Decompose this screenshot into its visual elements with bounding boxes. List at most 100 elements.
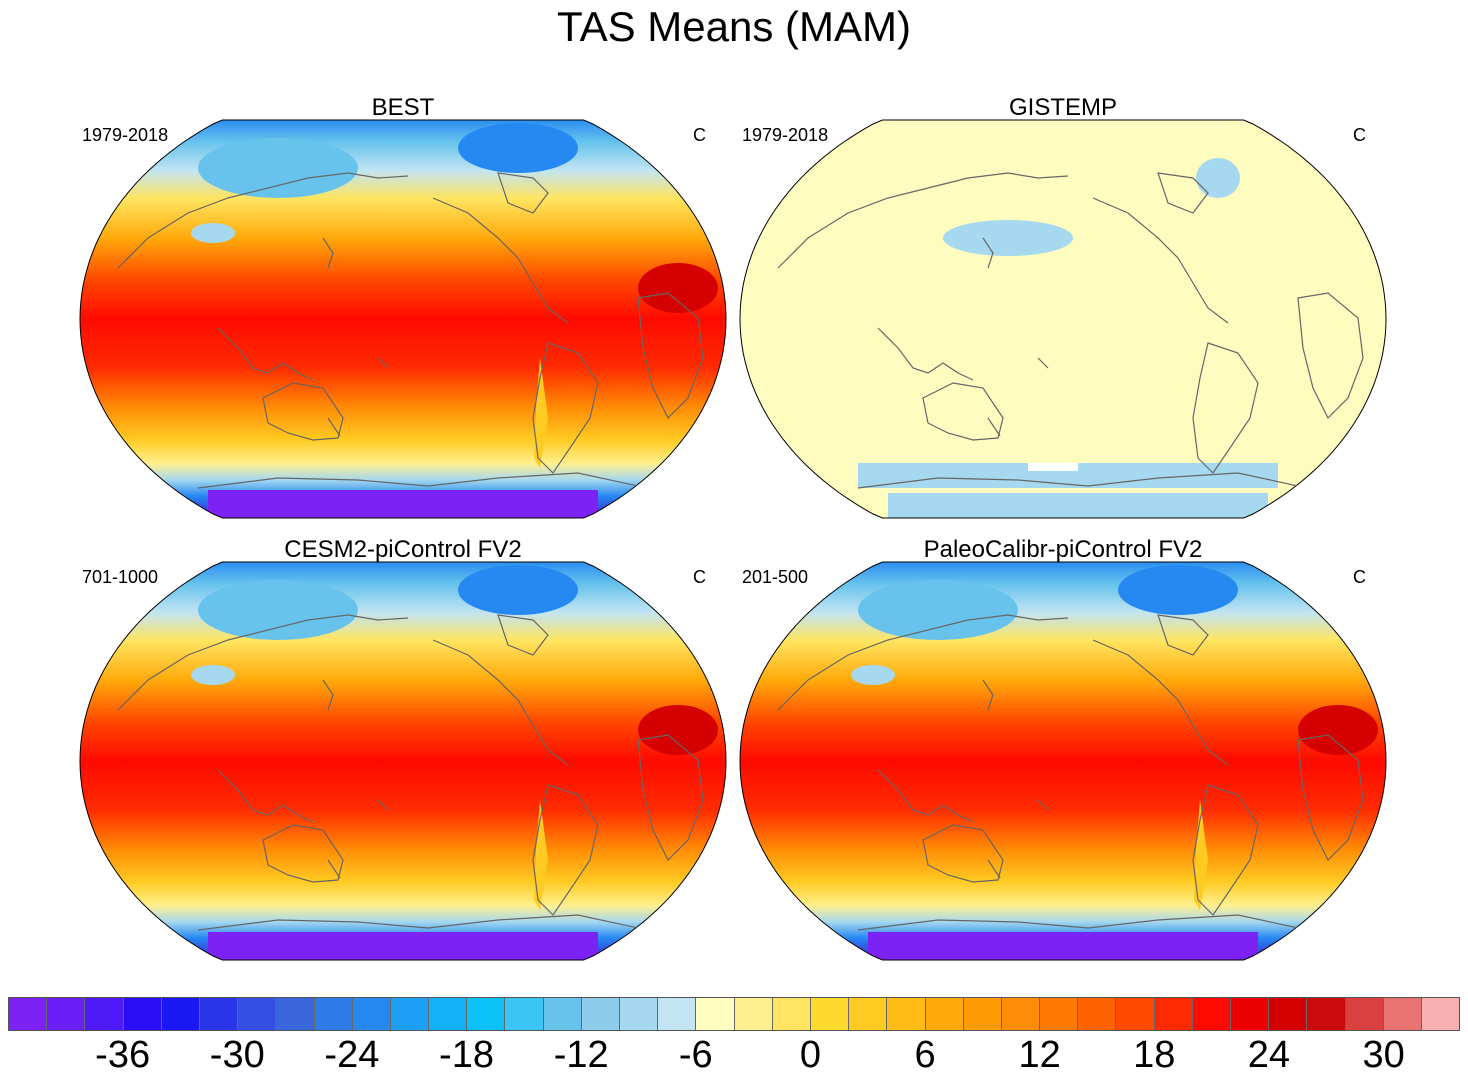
colorbar-swatch	[9, 998, 48, 1030]
colorbar-swatch	[467, 998, 506, 1030]
panel-period-label: 1979-2018	[82, 125, 169, 145]
coastline	[777, 614, 1069, 711]
sahara-hot	[638, 705, 718, 755]
colorbar-swatch	[238, 998, 277, 1030]
colorbar-swatch	[276, 998, 315, 1030]
colorbar-tick-label: -30	[209, 1034, 265, 1076]
colorbar-swatch	[390, 998, 430, 1030]
coastline	[217, 327, 314, 381]
colorbar-swatch	[849, 998, 888, 1030]
colorbar-labels: -36-30-24-18-12-6061218243036	[8, 1034, 1460, 1076]
cool-region	[943, 220, 1073, 256]
coastline	[322, 679, 334, 711]
coastline	[637, 292, 704, 420]
colorbar-swatch	[734, 998, 773, 1030]
field-background	[80, 562, 726, 960]
coastline	[987, 859, 1001, 879]
colorbar-swatch	[505, 998, 544, 1030]
coastlines	[777, 614, 1364, 931]
coastline	[377, 357, 389, 369]
panel-title: GISTEMP	[1008, 94, 1117, 121]
coastline	[857, 472, 1299, 489]
missing-data	[1028, 463, 1078, 471]
colorbar-tick-label: -24	[324, 1034, 380, 1076]
panel-units-label: C	[693, 125, 706, 145]
colorbar-swatch	[925, 998, 964, 1030]
coastline	[532, 342, 599, 474]
coastline	[982, 679, 994, 711]
panel-units-label: C	[693, 567, 706, 587]
colorbar-tick-label: 12	[1018, 1034, 1061, 1076]
antarctic-interior	[208, 932, 598, 960]
colorbar-swatch	[581, 998, 620, 1030]
map-panel-gistemp: GISTEMP 1979-2018 C	[738, 94, 1388, 534]
coastline	[922, 382, 1004, 441]
colorbar-swatch	[620, 998, 659, 1030]
panel-period-label: 1979-2018	[742, 125, 829, 145]
map-border	[739, 119, 1387, 519]
coastline	[262, 382, 344, 441]
siberia-cold	[198, 138, 358, 198]
coastline	[987, 417, 1001, 437]
panel-units-label: C	[1353, 125, 1366, 145]
coastline	[432, 197, 569, 324]
coastline	[327, 417, 341, 437]
temperature-field	[80, 562, 726, 960]
andes-cool	[534, 800, 548, 910]
map-panel-cesm2: CESM2-piControl FV2 701-1000 C	[78, 536, 728, 976]
colorbar-swatch	[352, 998, 391, 1030]
colorbar-swatch	[1078, 998, 1117, 1030]
map-gistemp	[739, 119, 1387, 519]
coastline	[777, 172, 1069, 269]
field-background	[80, 120, 726, 518]
coastlines	[777, 172, 1364, 489]
map-cesm2	[79, 561, 727, 961]
map-panel-paleocalibr: PaleoCalibr-piControl FV2 201-500 C	[738, 536, 1388, 976]
coastlines	[117, 614, 704, 931]
colorbar-swatch	[1269, 998, 1308, 1030]
colorbar-tick-label: -36	[95, 1034, 151, 1076]
colorbar-tick-label: 6	[914, 1034, 936, 1076]
map-border	[79, 119, 727, 519]
coastline	[432, 639, 569, 766]
colorbar-swatch	[123, 998, 162, 1030]
colorbar-swatch	[963, 998, 1002, 1030]
colorbar-swatch	[543, 998, 582, 1030]
temperature-field	[80, 120, 726, 518]
colorbar	[8, 997, 1460, 1031]
arctic-cold	[1118, 565, 1238, 615]
antarctic-interior	[868, 932, 1258, 960]
coastline	[1037, 799, 1049, 811]
siberia-cold	[858, 580, 1018, 640]
coastlines	[117, 172, 704, 489]
coastline	[532, 784, 599, 916]
cool-region	[888, 493, 1268, 518]
coastline	[117, 172, 409, 269]
colorbar-swatch	[85, 998, 124, 1030]
coastline	[327, 859, 341, 879]
temperature-field	[740, 120, 1386, 518]
coastline	[197, 914, 639, 931]
field-background	[740, 120, 1386, 518]
colorbar-swatch	[199, 998, 239, 1030]
colorbar-tick-label: -18	[439, 1034, 494, 1076]
map-border	[79, 561, 727, 961]
tibet-cold	[851, 665, 895, 685]
coastline	[1092, 197, 1229, 324]
colorbar-swatch	[1421, 998, 1460, 1030]
colorbar-tick-label: 0	[799, 1034, 821, 1076]
coastline	[1192, 342, 1259, 474]
sahara-hot	[1298, 705, 1378, 755]
colorbar-tick-label: 24	[1247, 1034, 1291, 1076]
coastline	[377, 799, 389, 811]
coastline	[262, 824, 344, 883]
coastline	[637, 734, 704, 862]
coastline	[1157, 172, 1209, 214]
coastline	[877, 327, 974, 381]
colorbar-swatch	[1231, 998, 1270, 1030]
coastline	[1192, 784, 1259, 916]
coastline	[982, 237, 994, 269]
temperature-field	[740, 562, 1386, 960]
sahara-hot	[638, 263, 718, 313]
arctic-cold	[458, 565, 578, 615]
